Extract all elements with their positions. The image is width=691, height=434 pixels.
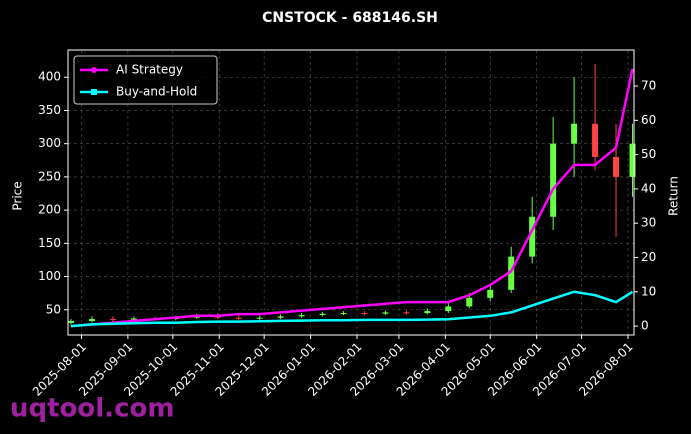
- y-tick-label: 400: [38, 70, 61, 84]
- legend-label: Buy-and-Hold: [116, 85, 197, 99]
- candle-body: [88, 319, 95, 322]
- y-tick-label: 300: [38, 136, 61, 150]
- y2-tick-label: 40: [641, 181, 656, 195]
- candle-body: [487, 289, 494, 298]
- candle-body: [256, 317, 263, 319]
- candle-body: [235, 317, 242, 319]
- candle-body: [613, 156, 620, 177]
- plot-frame: [67, 49, 635, 336]
- candle-body: [130, 318, 137, 320]
- legend-marker: [91, 67, 97, 73]
- y2-tick-label: 70: [641, 79, 656, 93]
- watermark: uqtool.com: [10, 394, 174, 424]
- candle-body: [277, 316, 284, 318]
- y2-tick-label: 10: [641, 284, 656, 298]
- y2-tick-label: 20: [641, 250, 656, 264]
- candle-body: [629, 143, 636, 177]
- candle-body: [424, 311, 431, 314]
- candle-body: [361, 313, 368, 315]
- y-tick-label: 100: [38, 269, 61, 283]
- candle-body: [550, 143, 557, 217]
- series-line: [70, 68, 634, 328]
- candle-body: [466, 297, 473, 307]
- candle-body: [319, 313, 326, 316]
- candle-body: [340, 313, 347, 315]
- chart-title: CNSTOCK - 688146.SH: [262, 10, 438, 26]
- y2-tick-label: 60: [641, 113, 656, 127]
- y-tick-label: 350: [38, 103, 61, 117]
- y2-tick-label: 0: [641, 319, 649, 333]
- series-line: [70, 290, 634, 328]
- candle-body: [298, 315, 305, 317]
- candle-body: [529, 216, 536, 257]
- candle-body: [445, 306, 452, 312]
- candle-body: [382, 312, 389, 314]
- y-tick-label: 200: [38, 203, 61, 217]
- candle-body: [508, 256, 515, 290]
- legend-label: AI Strategy: [116, 63, 183, 77]
- y-axis-label: Price: [11, 181, 25, 210]
- candle-body: [403, 312, 410, 314]
- candle-body: [67, 321, 74, 324]
- y2-tick-label: 50: [641, 147, 656, 161]
- candle-body: [193, 316, 200, 318]
- legend-box: [73, 55, 218, 105]
- candle-body: [592, 123, 599, 157]
- candle-body: [109, 319, 116, 321]
- y-tick-label: 250: [38, 169, 61, 183]
- y2-axis-label: Return: [667, 176, 681, 216]
- candle-body: [214, 316, 221, 318]
- y2-tick-label: 30: [641, 216, 656, 230]
- legend-marker: [91, 89, 97, 95]
- candle-body: [571, 123, 578, 144]
- y-tick-label: 150: [38, 236, 61, 250]
- y-tick-label: 50: [46, 302, 61, 316]
